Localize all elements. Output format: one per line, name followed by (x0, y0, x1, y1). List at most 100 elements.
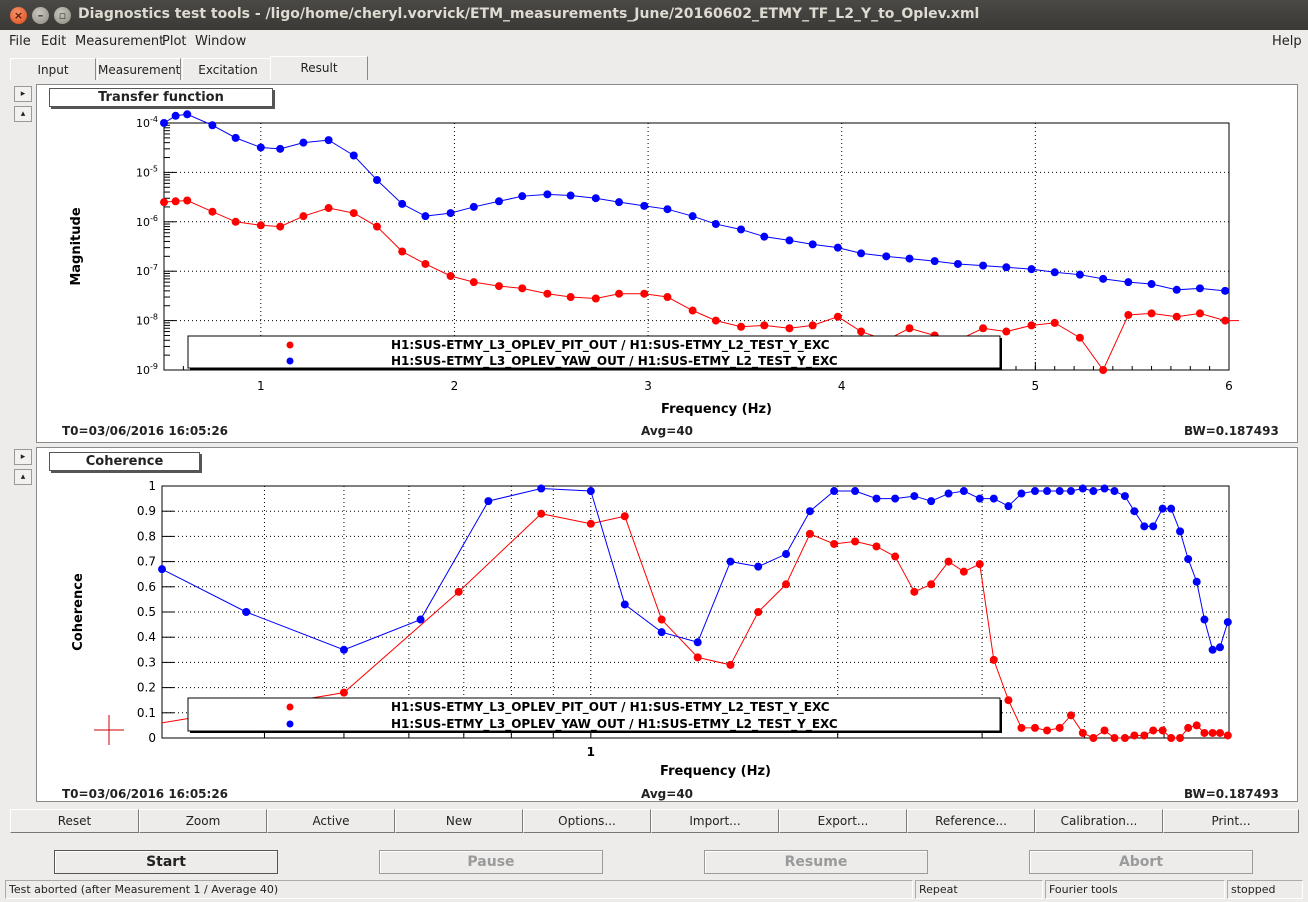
status-message: Test aborted (after Measurement 1 / Aver… (5, 880, 913, 899)
tf-data-point (1099, 274, 1108, 283)
tf-data-point (615, 289, 624, 298)
coh-data-point (959, 567, 968, 576)
expand-panel-button-2[interactable]: ▸ (14, 449, 32, 465)
tf-data-point (494, 282, 503, 291)
active-button[interactable]: Active (267, 809, 395, 833)
coh-data-point (851, 537, 860, 546)
reset-button[interactable]: Reset (10, 809, 139, 833)
tf-data-point (256, 221, 265, 230)
zoom-button[interactable]: Zoom (139, 809, 267, 833)
coh-data-point (586, 519, 595, 528)
tf-data-point (1195, 309, 1204, 318)
tf-tick-label-y: 10-5 (136, 164, 158, 179)
coh-legend-marker (286, 720, 294, 728)
coh-data-point (1200, 615, 1209, 624)
tf-data-point (979, 261, 988, 270)
menu-file[interactable]: File (9, 34, 31, 49)
coh-data-point (927, 497, 936, 506)
transfer-function-plot[interactable]: 1 2 3 4 5 6 10-9 10-8 10-7 10-6 10-5 10-4 Frequency … (37, 85, 1299, 444)
tab-input[interactable]: Input (10, 58, 96, 80)
menu-help[interactable]: Help (1272, 34, 1302, 49)
new-button[interactable]: New (395, 809, 523, 833)
close-icon[interactable]: × (10, 7, 27, 24)
coh-data-point (1043, 726, 1052, 735)
coh-data-point (1208, 645, 1217, 654)
tf-avg-label: Avg=40 (641, 424, 694, 438)
expand-panel-button[interactable]: ▸ (14, 86, 32, 102)
tf-data-point (276, 222, 285, 231)
coh-data-point (927, 580, 936, 589)
tf-data-point (1075, 333, 1084, 342)
menu-plot[interactable]: Plot (162, 34, 187, 49)
tf-bw-label: BW=0.187493 (1184, 424, 1279, 438)
tf-data-point (857, 249, 866, 258)
import-button[interactable]: Import... (651, 809, 779, 833)
tab-bar: Input Measurement Excitation Result (0, 56, 1308, 82)
coh-y-axis-label: Coherence (71, 573, 86, 651)
tab-result[interactable]: Result (270, 56, 368, 80)
minimize-icon[interactable]: – (32, 7, 49, 24)
start-button[interactable]: Start (54, 850, 278, 874)
tf-data-point (543, 190, 552, 199)
reference-button[interactable]: Reference... (907, 809, 1035, 833)
tf-legend-marker (286, 357, 294, 365)
coh-data-point (782, 550, 791, 559)
coh-data-point (693, 653, 702, 662)
coh-data-point (805, 507, 814, 516)
coh-data-point (537, 509, 546, 518)
tab-measurement[interactable]: Measurement (97, 58, 181, 80)
status-state: stopped (1227, 880, 1303, 899)
tf-legend-box (187, 335, 1001, 369)
coh-tick-label-y: 0.8 (137, 529, 156, 543)
coh-tick-label-y: 1 (148, 479, 156, 493)
coh-data-point (586, 487, 595, 496)
coh-data-point (1184, 555, 1193, 564)
tf-tick-label-x: 4 (838, 379, 846, 393)
coh-data-point (1158, 726, 1167, 735)
coh-data-point (1140, 731, 1149, 740)
coh-data-point (1215, 728, 1224, 737)
coh-data-point (1078, 728, 1087, 737)
collapse-panel-button[interactable]: ▴ (14, 106, 32, 122)
tab-excitation[interactable]: Excitation (182, 58, 274, 80)
tf-data-point (171, 111, 180, 120)
coh-data-point (620, 512, 629, 521)
coh-data-point (910, 587, 919, 596)
coh-data-point (830, 487, 839, 496)
pause-button[interactable]: Pause (379, 850, 603, 874)
menu-measurement[interactable]: Measurement (75, 34, 165, 49)
coh-tick-label-x: 1 (587, 745, 595, 759)
maximize-icon[interactable]: ▫ (54, 7, 71, 24)
abort-button[interactable]: Abort (1029, 850, 1253, 874)
tf-data-point (857, 327, 866, 336)
coh-data-point (726, 660, 735, 669)
calibration-button[interactable]: Calibration... (1035, 809, 1163, 833)
coh-data-point (1055, 723, 1064, 732)
options-button[interactable]: Options... (523, 809, 651, 833)
print-button[interactable]: Print... (1163, 809, 1299, 833)
tf-data-point (615, 198, 624, 207)
coh-data-point (1167, 504, 1176, 513)
tf-data-point (808, 240, 817, 249)
tf-tick-label-x: 3 (644, 379, 652, 393)
coh-data-point (1215, 643, 1224, 652)
tf-y-axis-label: Magnitude (69, 207, 84, 286)
coherence-plot[interactable]: 1 0 0.1 0.2 0.3 0.4 0.5 0.6 0.7 0.8 0.9 1 Frequency … (37, 448, 1299, 803)
coh-data-point (1223, 618, 1232, 627)
coh-data-point (851, 487, 860, 496)
tf-data-point (833, 312, 842, 321)
panel-title-tf: Transfer function (49, 88, 273, 107)
coh-data-point (1004, 696, 1013, 705)
collapse-panel-button-2[interactable]: ▴ (14, 469, 32, 485)
coh-data-point (1120, 492, 1129, 501)
menu-window[interactable]: Window (195, 34, 247, 49)
coh-data-point (1089, 734, 1098, 742)
menu-edit[interactable]: Edit (41, 34, 67, 49)
resume-button[interactable]: Resume (704, 850, 928, 874)
tf-data-point (711, 220, 720, 229)
export-button[interactable]: Export... (779, 809, 907, 833)
coh-data-point (693, 638, 702, 647)
coh-data-point (944, 489, 953, 498)
tf-data-point (160, 119, 168, 127)
coh-data-point (910, 492, 919, 501)
